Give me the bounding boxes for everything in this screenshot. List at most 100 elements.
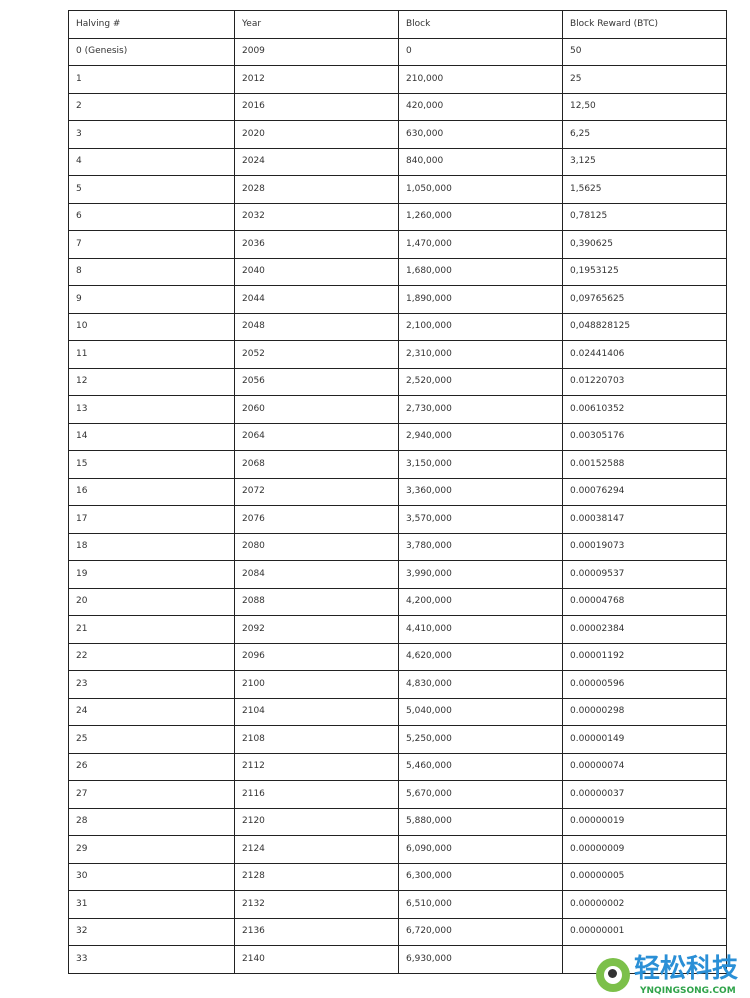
watermark-logo: 轻松科技 YNQINGSONG.COM	[592, 950, 750, 998]
cell-block-reward: 6,25	[562, 120, 727, 149]
cell-block: 4,410,000	[398, 615, 563, 644]
cell-halving-number: 26	[68, 752, 235, 781]
table-row: 22 2096 4,620,000 0.00001192	[68, 642, 727, 671]
cell-block-reward: 0.00009537	[562, 560, 727, 589]
cell-block-reward: 0.00001192	[562, 642, 727, 671]
cell-block-reward: 0,78125	[562, 202, 727, 231]
cell-block-reward: 0.00000074	[562, 752, 727, 781]
table-row: 27 2116 5,670,000 0.00000037	[68, 780, 727, 809]
cell-halving-number: 9	[68, 285, 235, 314]
cell-halving-number: 4	[68, 147, 235, 176]
cell-halving-number: 8	[68, 257, 235, 286]
cell-halving-number: 16	[68, 477, 235, 506]
cell-year: 2056	[234, 367, 399, 396]
table-row: 16 2072 3,360,000 0.00076294	[68, 477, 727, 506]
table-row: 31 2132 6,510,000 0.00000002	[68, 890, 727, 919]
header-halving-number: Halving #	[68, 10, 235, 39]
cell-block: 6,510,000	[398, 890, 563, 919]
table-row: 12 2056 2,520,000 0.01220703	[68, 367, 727, 396]
cell-block-reward: 0.00076294	[562, 477, 727, 506]
cell-halving-number: 18	[68, 532, 235, 561]
table-row: 30 2128 6,300,000 0.00000005	[68, 862, 727, 891]
cell-block-reward: 0.00000149	[562, 725, 727, 754]
cell-year: 2112	[234, 752, 399, 781]
table-row: 4 2024 840,000 3,125	[68, 147, 727, 176]
cell-halving-number: 31	[68, 890, 235, 919]
cell-block-reward: 0.00000037	[562, 780, 727, 809]
cell-block: 1,050,000	[398, 175, 563, 204]
halving-table-body: Halving # Year Block Block Reward (BTC) 0 (G…	[68, 10, 727, 974]
table-row: 23 2100 4,830,000 0.00000596	[68, 670, 727, 699]
table-row: 17 2076 3,570,000 0.00038147	[68, 505, 727, 534]
cell-block-reward	[562, 945, 727, 974]
cell-block-reward: 3,125	[562, 147, 727, 176]
cell-block: 4,830,000	[398, 670, 563, 699]
cell-halving-number: 21	[68, 615, 235, 644]
cell-halving-number: 13	[68, 395, 235, 424]
table-row: 19 2084 3,990,000 0.00009537	[68, 560, 727, 589]
cell-block-reward: 0.00038147	[562, 505, 727, 534]
table-row: 1 2012 210,000 25	[68, 65, 727, 94]
header-block: Block	[398, 10, 563, 39]
cell-year: 2068	[234, 450, 399, 479]
cell-block: 5,460,000	[398, 752, 563, 781]
cell-halving-number: 20	[68, 587, 235, 616]
cell-block-reward: 0.00000019	[562, 807, 727, 836]
cell-block-reward: 0,390625	[562, 230, 727, 259]
cell-block: 5,670,000	[398, 780, 563, 809]
cell-year: 2060	[234, 395, 399, 424]
table-row: 10 2048 2,100,000 0,048828125	[68, 312, 727, 341]
cell-halving-number: 24	[68, 697, 235, 726]
header-block-reward: Block Reward (BTC)	[562, 10, 727, 39]
table-row: 29 2124 6,090,000 0.00000009	[68, 835, 727, 864]
cell-block-reward: 0.00000009	[562, 835, 727, 864]
watermark-subtext: YNQINGSONG.COM	[640, 986, 736, 996]
cell-block: 6,090,000	[398, 835, 563, 864]
cell-block-reward: 0.00000298	[562, 697, 727, 726]
table-row: 32 2136 6,720,000 0.00000001	[68, 917, 727, 946]
cell-year: 2028	[234, 175, 399, 204]
cell-year: 2096	[234, 642, 399, 671]
cell-block: 2,730,000	[398, 395, 563, 424]
cell-block-reward: 0,048828125	[562, 312, 727, 341]
cell-halving-number: 2	[68, 92, 235, 121]
cell-block: 3,360,000	[398, 477, 563, 506]
cell-halving-number: 33	[68, 945, 235, 974]
cell-halving-number: 12	[68, 367, 235, 396]
cell-halving-number: 6	[68, 202, 235, 231]
cell-year: 2124	[234, 835, 399, 864]
cell-block: 1,890,000	[398, 285, 563, 314]
cell-year: 2088	[234, 587, 399, 616]
table-row: 13 2060 2,730,000 0.00610352	[68, 395, 727, 424]
cell-block-reward: 0.00610352	[562, 395, 727, 424]
cell-year: 2120	[234, 807, 399, 836]
table-row: 25 2108 5,250,000 0.00000149	[68, 725, 727, 754]
cell-halving-number: 14	[68, 422, 235, 451]
cell-halving-number: 5	[68, 175, 235, 204]
cell-block-reward: 25	[562, 65, 727, 94]
cell-year: 2040	[234, 257, 399, 286]
cell-block: 3,780,000	[398, 532, 563, 561]
table-row: 7 2036 1,470,000 0,390625	[68, 230, 727, 259]
cell-year: 2080	[234, 532, 399, 561]
cell-halving-number: 19	[68, 560, 235, 589]
cell-year: 2136	[234, 917, 399, 946]
cell-year: 2024	[234, 147, 399, 176]
cell-block: 1,680,000	[398, 257, 563, 286]
table-row: 20 2088 4,200,000 0.00004768	[68, 587, 727, 616]
cell-year: 2052	[234, 340, 399, 369]
logo-pupil-icon	[608, 969, 617, 978]
table-row: 28 2120 5,880,000 0.00000019	[68, 807, 727, 836]
table-row: 2 2016 420,000 12,50	[68, 92, 727, 121]
cell-block-reward: 0,09765625	[562, 285, 727, 314]
table-row: 6 2032 1,260,000 0,78125	[68, 202, 727, 231]
cell-year: 2036	[234, 230, 399, 259]
cell-year: 2016	[234, 92, 399, 121]
table-row: 8 2040 1,680,000 0,1953125	[68, 257, 727, 286]
cell-block: 4,200,000	[398, 587, 563, 616]
cell-block-reward: 0.00004768	[562, 587, 727, 616]
cell-year: 2072	[234, 477, 399, 506]
cell-block: 5,250,000	[398, 725, 563, 754]
cell-block: 2,940,000	[398, 422, 563, 451]
cell-year: 2104	[234, 697, 399, 726]
